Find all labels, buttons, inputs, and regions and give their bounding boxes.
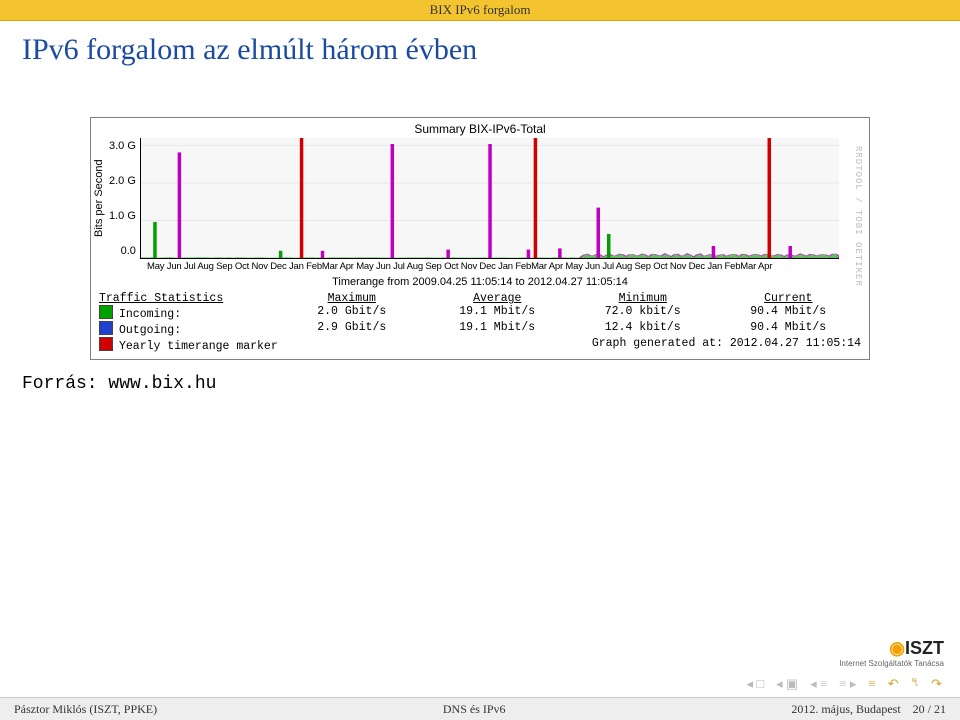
y-tick: 0.0 (109, 245, 136, 257)
y-axis-label: Bits per Second (91, 138, 107, 259)
marker-row: Yearly timerange marker (99, 337, 592, 353)
stats-header-row: Traffic Statistics Maximum Average Minim… (99, 292, 861, 305)
nav-prev-icon[interactable]: ◂ ≡ (810, 676, 827, 692)
stats-col-label: Traffic Statistics (99, 292, 279, 305)
chart-plot-area (140, 138, 839, 259)
rrdtool-watermark: RRDTOOL / TOBI OETIKER (853, 146, 863, 287)
footer-author: Pásztor Miklós (ISZT, PPKE) (14, 702, 157, 717)
nav-search-icon[interactable]: ৭ (911, 673, 919, 694)
y-axis-ticks: 3.0 G 2.0 G 1.0 G 0.0 (107, 138, 140, 259)
nav-first-icon[interactable]: ◂ □ (746, 676, 764, 692)
slide-title: IPv6 forgalom az elmúlt három évben (22, 33, 960, 67)
chart-title: Summary BIX-IPv6-Total (91, 118, 869, 138)
nav-back-icon[interactable]: ↶ (888, 676, 899, 692)
source-line: Forrás: www.bix.hu (22, 374, 960, 394)
stats-col-min: Minimum (570, 292, 716, 305)
nav-next-icon[interactable]: ≡ ▸ (839, 676, 856, 692)
logo: ◉ISZT Internet Szolgáltatók Tanácsa (839, 638, 944, 668)
logo-brand: ISZT (905, 638, 944, 658)
stats-table: Traffic Statistics Maximum Average Minim… (91, 290, 869, 359)
stats-row: Incoming:2.0 Gbit/s19.1 Mbit/s72.0 kbit/… (99, 305, 861, 321)
logo-subtitle: Internet Szolgáltatók Tanácsa (839, 659, 944, 668)
nav-forward-icon[interactable]: ↷ (931, 676, 942, 692)
y-tick: 2.0 G (109, 175, 136, 187)
footer-date-page: 2012. május, Budapest 20 / 21 (791, 702, 946, 717)
x-axis-months: May Jun Jul Aug Sep Oct Nov Dec Jan FebM… (91, 259, 869, 274)
chart-generated-at: Graph generated at: 2012.04.27 11:05:14 (592, 337, 861, 353)
stats-row: Outgoing:2.9 Gbit/s19.1 Mbit/s12.4 kbit/… (99, 321, 861, 337)
y-tick: 3.0 G (109, 140, 136, 152)
y-tick: 1.0 G (109, 210, 136, 222)
nav-prev-section-icon[interactable]: ◂ ▣ (776, 676, 798, 692)
footer: Pásztor Miklós (ISZT, PPKE) DNS és IPv6 … (0, 697, 960, 720)
footer-title: DNS és IPv6 (157, 702, 791, 717)
chart-box: Summary BIX-IPv6-Total RRDTOOL / TOBI OE… (90, 117, 870, 360)
section-header: BIX IPv6 forgalom (0, 0, 960, 21)
beamer-nav[interactable]: ◂ □ ◂ ▣ ◂ ≡ ≡ ▸ ≡ ↶ ৭ ↷ (746, 673, 942, 694)
stats-col-max: Maximum (279, 292, 425, 305)
chart-container: Summary BIX-IPv6-Total RRDTOOL / TOBI OE… (90, 117, 870, 360)
marker-label: Yearly timerange marker (119, 340, 278, 353)
stats-col-cur: Current (716, 292, 862, 305)
chart-timerange: Timerange from 2009.04.25 11:05:14 to 20… (91, 274, 869, 290)
stats-col-avg: Average (425, 292, 571, 305)
nav-outline-icon[interactable]: ≡ (868, 676, 875, 692)
